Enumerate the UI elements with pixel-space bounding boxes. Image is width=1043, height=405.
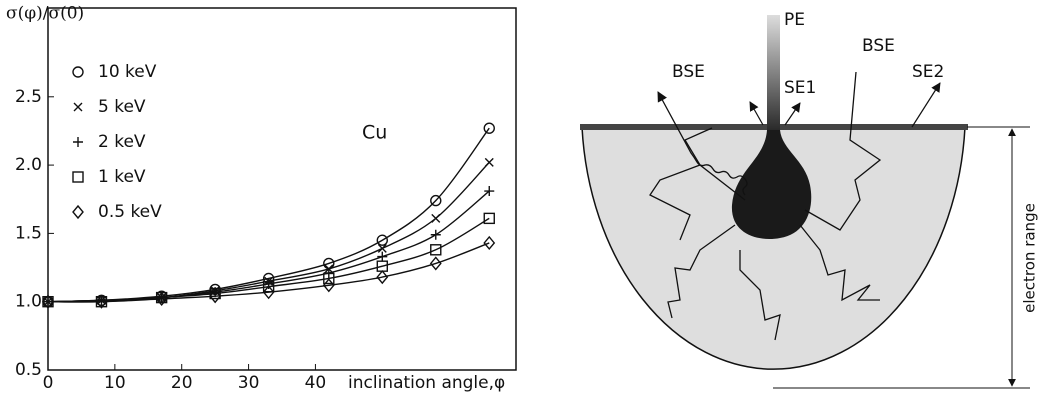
x-axis-label: inclination angle,φ — [348, 373, 505, 393]
y-tick-label: 2.0 — [15, 155, 42, 175]
legend-label: 10 keV — [98, 62, 157, 82]
diagram: PE BSE SE1 BSE SE2 electron range — [580, 10, 1039, 388]
label-se1: SE1 — [784, 78, 816, 98]
x-tick-label: 30 — [238, 373, 260, 393]
marker — [484, 237, 494, 249]
se2-arrow — [912, 83, 940, 127]
marker — [377, 252, 387, 262]
y-tick-label: 1.5 — [15, 223, 42, 243]
label-se2: SE2 — [912, 62, 944, 82]
figure: PE BSE SE1 BSE SE2 electron range σ(φ)/σ… — [0, 0, 1043, 401]
primary-beam — [767, 15, 780, 135]
y-axis-label: σ(φ)/σ(0) — [6, 4, 84, 24]
series-line — [48, 243, 489, 302]
x-tick-label: 10 — [104, 373, 126, 393]
y-tick-label: 1.0 — [15, 292, 42, 312]
marker — [431, 230, 441, 240]
marker — [485, 158, 493, 166]
legend-marker — [73, 206, 83, 218]
label-electron-range: electron range — [1021, 203, 1039, 313]
x-tick-label: 0 — [43, 373, 54, 393]
y-tick-label: 2.5 — [15, 87, 42, 107]
y-tick-label: 0.5 — [15, 360, 42, 380]
x-tick-label: 20 — [171, 373, 193, 393]
legend-marker — [73, 67, 83, 77]
se1-arrow — [750, 102, 763, 125]
se1-arrow — [785, 103, 800, 125]
legend-label: 0.5 keV — [98, 202, 162, 222]
legend-marker — [73, 137, 83, 147]
legend-label: 2 keV — [98, 132, 146, 152]
series-line — [48, 218, 489, 302]
label-bse: BSE — [672, 62, 705, 82]
x-tick-label: 40 — [305, 373, 327, 393]
legend-label: 1 keV — [98, 167, 146, 187]
legend-marker — [74, 103, 82, 111]
legend-label: 5 keV — [98, 97, 146, 117]
marker — [432, 214, 440, 222]
label-pe: PE — [784, 10, 805, 30]
label-bse: BSE — [862, 36, 895, 56]
legend-marker — [73, 172, 83, 182]
annotation: Cu — [362, 122, 387, 144]
